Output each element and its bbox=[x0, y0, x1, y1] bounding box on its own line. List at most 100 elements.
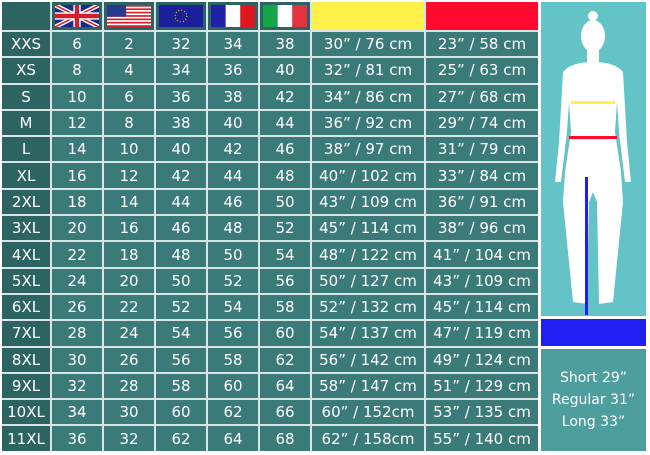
france-flag-icon bbox=[211, 5, 255, 27]
waist-cell: 29” / 74 cm bbox=[426, 110, 538, 136]
waist-cell: 53” / 135 cm bbox=[426, 400, 538, 425]
uk-cell: 18 bbox=[52, 189, 102, 215]
hip-line bbox=[571, 101, 615, 104]
uk-cell: 34 bbox=[52, 400, 102, 425]
eu-cell: 40 bbox=[156, 137, 206, 162]
eu-cell: 46 bbox=[156, 216, 206, 241]
hip-cell: 45” / 114 cm bbox=[312, 216, 424, 241]
hip-cell: 50” / 127 cm bbox=[312, 268, 424, 293]
it-cell: 62 bbox=[260, 347, 310, 372]
fr-cell: 34 bbox=[208, 32, 258, 57]
size-cell: 2XL bbox=[2, 189, 50, 215]
size-cell: 4XL bbox=[2, 242, 50, 267]
it-cell: 60 bbox=[260, 321, 310, 346]
eu-cell: 58 bbox=[156, 373, 206, 399]
hip-cell: 40” / 102 cm bbox=[312, 163, 424, 188]
waist-cell: 51” / 129 cm bbox=[426, 373, 538, 399]
hip-cell: 38” / 97 cm bbox=[312, 137, 424, 162]
hip-cell: 43” / 109 cm bbox=[312, 189, 424, 215]
size-cell: XL bbox=[2, 163, 50, 188]
it-cell: 46 bbox=[260, 137, 310, 162]
fr-cell: 36 bbox=[208, 58, 258, 83]
it-cell: 58 bbox=[260, 294, 310, 320]
inseam-line bbox=[585, 177, 588, 315]
it-cell: 44 bbox=[260, 110, 310, 136]
size-cell: 8XL bbox=[2, 347, 50, 372]
fr-cell: 48 bbox=[208, 216, 258, 241]
uk-cell: 30 bbox=[52, 347, 102, 372]
waist-cell: 41” / 104 cm bbox=[426, 242, 538, 267]
it-cell: 54 bbox=[260, 242, 310, 267]
it-cell: 66 bbox=[260, 400, 310, 425]
fr-cell: 54 bbox=[208, 294, 258, 320]
uk-cell: 36 bbox=[52, 426, 102, 451]
hip-cell: 60” / 152cm bbox=[312, 400, 424, 425]
fr-cell: 50 bbox=[208, 242, 258, 267]
uk-cell: 28 bbox=[52, 321, 102, 346]
eu-flag-icon bbox=[159, 5, 203, 27]
waist-cell: 43” / 109 cm bbox=[426, 268, 538, 293]
it-cell: 40 bbox=[260, 58, 310, 83]
us-cell: 26 bbox=[104, 347, 154, 372]
uk-cell: 8 bbox=[52, 58, 102, 83]
eu-cell: 60 bbox=[156, 400, 206, 425]
waist-cell: 38” / 96 cm bbox=[426, 216, 538, 241]
it-cell: 64 bbox=[260, 373, 310, 399]
it-cell: 48 bbox=[260, 163, 310, 188]
us-cell: 22 bbox=[104, 294, 154, 320]
fr-cell: 44 bbox=[208, 163, 258, 188]
hip-cell: 62” / 158cm bbox=[312, 426, 424, 451]
size-chart-table: XXS 6 2 32 34 38 30” / 76 cm 23” / 58 cm XS 8 4 34 3… bbox=[2, 2, 538, 451]
inseam-color-bar bbox=[541, 319, 646, 346]
fr-cell: 42 bbox=[208, 137, 258, 162]
italy-flag-icon bbox=[263, 5, 307, 27]
uk-cell: 10 bbox=[52, 84, 102, 109]
waist-color-header bbox=[426, 2, 538, 30]
eu-cell: 54 bbox=[156, 321, 206, 346]
it-cell: 38 bbox=[260, 32, 310, 57]
eu-cell: 34 bbox=[156, 58, 206, 83]
waist-cell: 45” / 114 cm bbox=[426, 294, 538, 320]
uk-cell: 14 bbox=[52, 137, 102, 162]
waist-cell: 23” / 58 cm bbox=[426, 32, 538, 57]
france-flag-header bbox=[208, 2, 258, 30]
us-cell: 8 bbox=[104, 110, 154, 136]
fr-cell: 38 bbox=[208, 84, 258, 109]
size-cell: 5XL bbox=[2, 268, 50, 293]
size-cell: 9XL bbox=[2, 373, 50, 399]
us-cell: 6 bbox=[104, 84, 154, 109]
uk-cell: 32 bbox=[52, 373, 102, 399]
hip-color-header bbox=[312, 2, 424, 30]
hip-cell: 58” / 147 cm bbox=[312, 373, 424, 399]
us-cell: 4 bbox=[104, 58, 154, 83]
inseam-lengths: Short 29” Regular 31” Long 33” bbox=[541, 349, 646, 451]
size-cell: M bbox=[2, 110, 50, 136]
size-cell: 6XL bbox=[2, 294, 50, 320]
us-cell: 10 bbox=[104, 137, 154, 162]
eu-cell: 56 bbox=[156, 347, 206, 372]
corner-cell bbox=[2, 2, 50, 30]
fr-cell: 52 bbox=[208, 268, 258, 293]
hip-cell: 56” / 142 cm bbox=[312, 347, 424, 372]
waist-line bbox=[569, 136, 617, 139]
us-cell: 32 bbox=[104, 426, 154, 451]
size-cell: XS bbox=[2, 58, 50, 83]
uk-cell: 6 bbox=[52, 32, 102, 57]
size-cell: L bbox=[2, 137, 50, 162]
uk-flag-icon bbox=[55, 5, 99, 27]
us-flag-header bbox=[104, 2, 154, 30]
us-cell: 20 bbox=[104, 268, 154, 293]
length-long: Long 33” bbox=[561, 414, 626, 430]
size-cell: 7XL bbox=[2, 321, 50, 346]
size-cell: 11XL bbox=[2, 426, 50, 451]
eu-flag-header bbox=[156, 2, 206, 30]
waist-cell: 47” / 119 cm bbox=[426, 321, 538, 346]
woman-silhouette-icon bbox=[555, 11, 631, 315]
it-cell: 56 bbox=[260, 268, 310, 293]
fr-cell: 60 bbox=[208, 373, 258, 399]
it-cell: 52 bbox=[260, 216, 310, 241]
us-cell: 14 bbox=[104, 189, 154, 215]
hip-cell: 54” / 137 cm bbox=[312, 321, 424, 346]
waist-cell: 55” / 140 cm bbox=[426, 426, 538, 451]
fr-cell: 64 bbox=[208, 426, 258, 451]
